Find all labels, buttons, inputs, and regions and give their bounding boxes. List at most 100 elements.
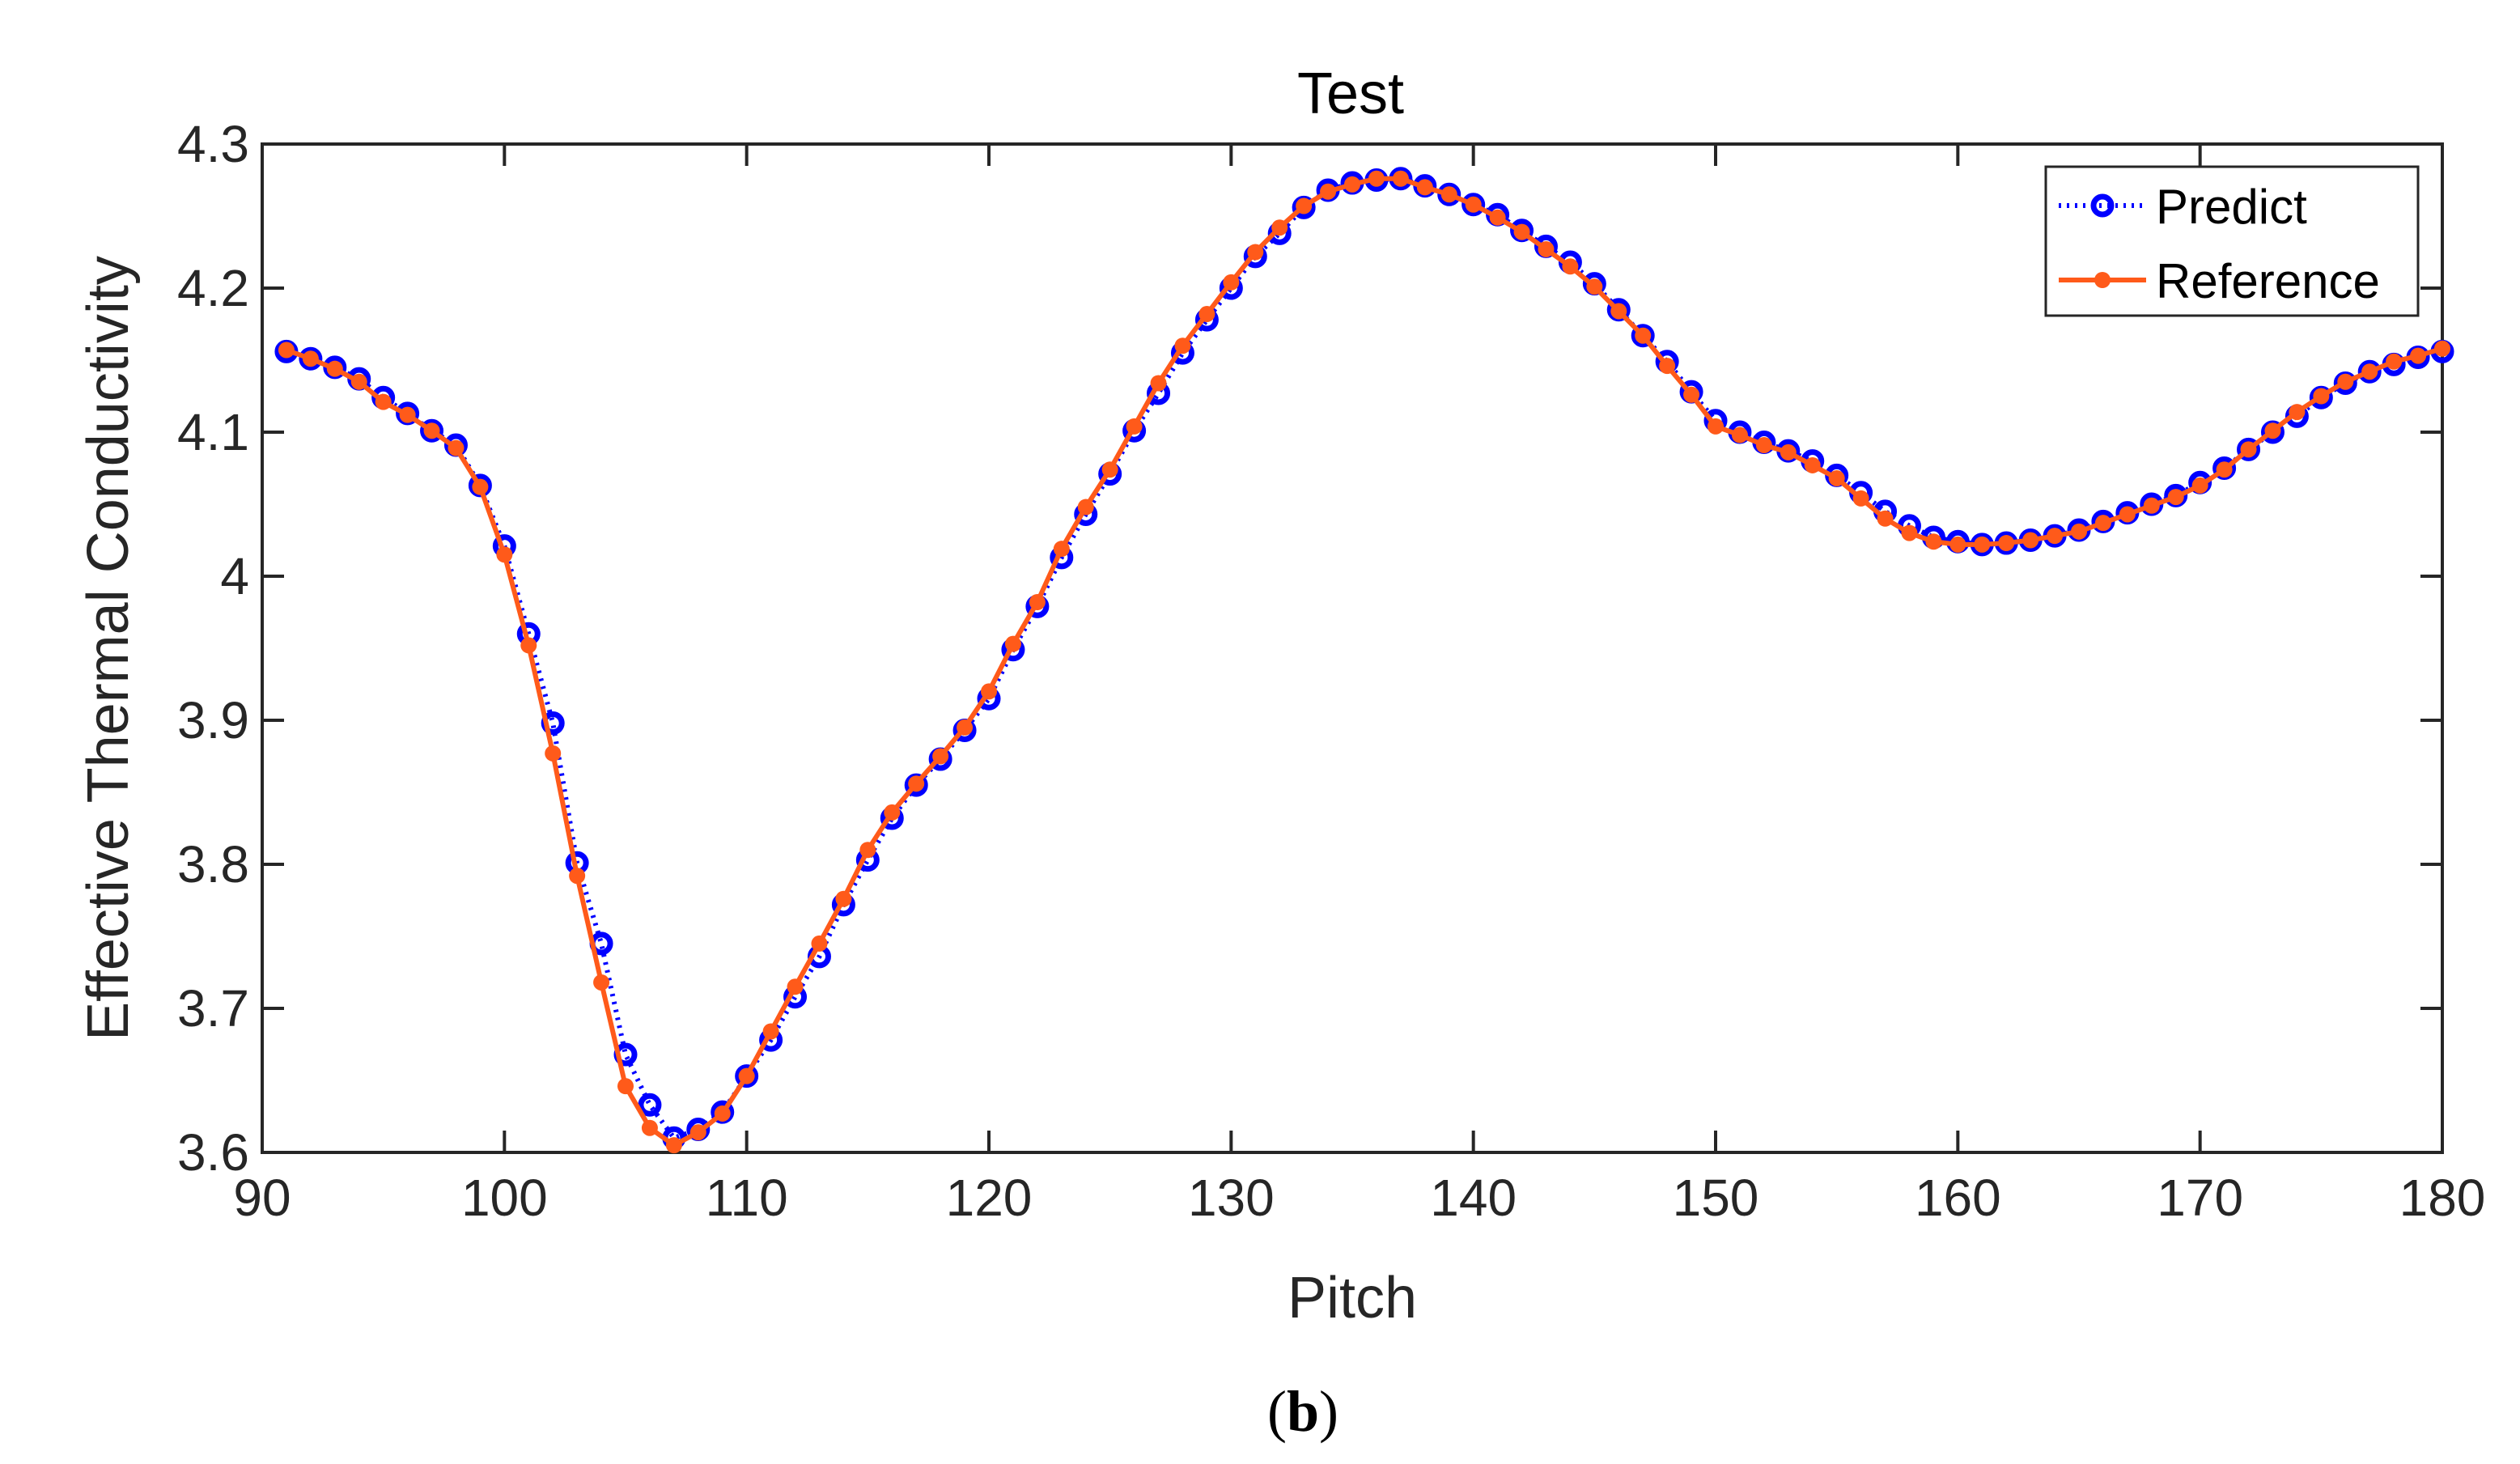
reference-point <box>1004 635 1021 652</box>
y-axis-label: Effective Thermal Conductivity <box>76 256 141 1041</box>
reference-point <box>1828 469 1845 486</box>
x-tick-label: 170 <box>2157 1169 2243 1227</box>
predict-point <box>299 346 323 371</box>
reference-point <box>859 842 876 859</box>
legend-box <box>2044 165 2420 317</box>
reference-point <box>1465 196 1482 213</box>
reference-point <box>617 1078 634 1095</box>
reference-point <box>1150 375 1167 392</box>
reference-point <box>884 804 901 821</box>
reference-point <box>957 719 974 736</box>
reference-point <box>1562 258 1579 275</box>
reference-point <box>545 745 562 762</box>
reference-point <box>1416 179 1433 196</box>
reference-point <box>375 393 392 410</box>
y-tick-label: 4 <box>220 547 249 605</box>
caption-close-paren: ) <box>1319 1379 1338 1444</box>
reference-point <box>1586 278 1603 295</box>
reference-point <box>2071 523 2087 540</box>
reference-point <box>1029 594 1046 611</box>
reference-point <box>1320 183 1337 200</box>
y-tick-label: 4.2 <box>177 259 249 317</box>
reference-point <box>2047 528 2064 545</box>
x-tick-label: 130 <box>1188 1169 1275 1227</box>
reference-point <box>1101 461 1118 478</box>
reference-point <box>835 890 852 907</box>
legend-predict-marker <box>2090 193 2115 218</box>
reference-point <box>1247 244 1264 261</box>
reference-point <box>908 775 925 792</box>
y-tick-label: 3.7 <box>177 979 249 1038</box>
reference-point <box>326 360 343 377</box>
x-axis-label: Pitch <box>1288 1266 1417 1330</box>
reference-point <box>1440 186 1457 203</box>
reference-point <box>278 342 295 359</box>
reference-point <box>1974 536 1991 553</box>
x-tick-label: 90 <box>233 1169 291 1227</box>
reference-point <box>738 1067 755 1084</box>
reference-point <box>350 373 367 390</box>
y-axis-tick-labels: 3.6 3.7 3.8 3.9 4 4.1 4.2 4.3 <box>177 115 249 1182</box>
y-tick-label: 3.9 <box>177 691 249 749</box>
reference-point <box>2167 489 2184 506</box>
predict-point <box>2237 437 2261 461</box>
reference-point <box>1344 176 1360 193</box>
reference-point <box>2022 532 2039 549</box>
x-tick-label: 110 <box>706 1169 788 1227</box>
reference-point <box>1368 170 1385 187</box>
reference-point <box>423 422 440 439</box>
legend-reference-label: Reference <box>2156 254 2380 308</box>
legend-reference-marker <box>2094 272 2111 288</box>
reference-point <box>1077 499 1094 516</box>
reference-point <box>762 1023 779 1040</box>
x-tick-label: 120 <box>946 1169 1033 1227</box>
x-tick-label: 160 <box>1915 1169 2001 1227</box>
reference-point <box>689 1124 706 1141</box>
reference-point <box>2240 441 2257 458</box>
reference-point <box>593 974 610 991</box>
reference-point <box>714 1105 731 1122</box>
reference-point <box>2191 477 2208 494</box>
reference-point <box>1126 418 1143 435</box>
y-tick-label: 3.6 <box>177 1123 249 1182</box>
legend-predict-label: Predict <box>2156 180 2307 234</box>
reference-point <box>2434 340 2450 357</box>
series-reference <box>278 170 2450 1154</box>
figure-caption: (b) <box>1267 1379 1338 1444</box>
reference-point <box>302 350 319 367</box>
reference-point <box>981 683 997 700</box>
reference-point <box>2386 353 2403 370</box>
reference-point <box>1708 418 1724 435</box>
reference-point <box>1296 197 1313 214</box>
reference-point <box>1271 219 1288 236</box>
x-tick-label: 150 <box>1673 1169 1759 1227</box>
x-tick-label: 140 <box>1430 1169 1517 1227</box>
predict-point <box>2357 359 2382 384</box>
reference-point <box>496 546 513 563</box>
reference-point <box>2094 515 2111 532</box>
reference-point <box>665 1137 682 1154</box>
reference-point <box>1925 533 1942 550</box>
predict-point <box>1462 193 1486 217</box>
reference-point <box>2119 506 2136 523</box>
reference-point <box>1635 327 1652 344</box>
y-tick-label: 4.1 <box>177 403 249 461</box>
caption-letter: b <box>1287 1379 1319 1444</box>
reference-point <box>2216 461 2233 478</box>
reference-point <box>2289 404 2306 421</box>
y-tick-label: 4.3 <box>177 115 249 173</box>
y-axis-ticks <box>262 142 2442 1154</box>
reference-point <box>1877 510 1894 527</box>
reference-point <box>1610 303 1627 320</box>
reference-point <box>1731 426 1748 443</box>
reference-point <box>2410 347 2427 364</box>
predict-point <box>1631 324 1655 348</box>
reference-point <box>1901 524 1918 541</box>
reference-point <box>1223 274 1240 291</box>
reference-point <box>1804 456 1821 473</box>
reference-point <box>1683 386 1700 403</box>
reference-point <box>1198 306 1215 323</box>
reference-point <box>520 637 537 654</box>
x-tick-label: 180 <box>2399 1169 2486 1227</box>
